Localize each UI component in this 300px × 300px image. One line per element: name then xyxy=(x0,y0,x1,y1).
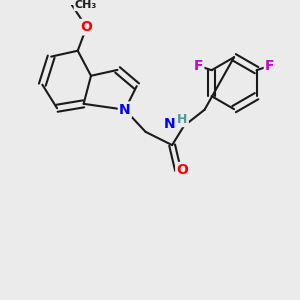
Text: N: N xyxy=(119,103,131,117)
Text: CH₃: CH₃ xyxy=(75,0,97,10)
Text: O: O xyxy=(81,20,92,34)
Text: F: F xyxy=(194,59,203,73)
Text: O: O xyxy=(176,163,188,177)
Text: H: H xyxy=(177,113,188,126)
Text: F: F xyxy=(265,59,274,73)
Text: N: N xyxy=(164,118,176,131)
